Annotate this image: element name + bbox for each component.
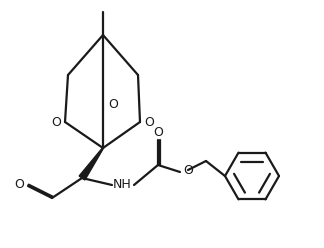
Text: O: O [51,116,61,128]
Text: O: O [153,125,163,138]
Polygon shape [79,148,103,180]
Text: O: O [144,116,154,128]
Text: O: O [183,164,193,178]
Text: O: O [108,97,118,111]
Text: O: O [14,178,24,190]
Text: NH: NH [113,179,131,191]
